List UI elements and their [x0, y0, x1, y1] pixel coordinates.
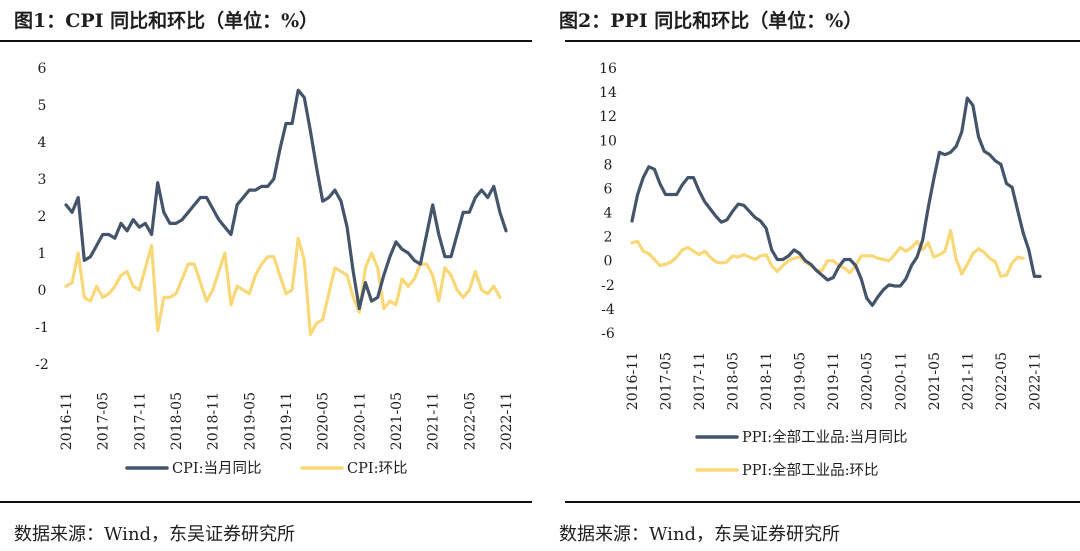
series-line-yoy — [630, 96, 1042, 307]
top-divider — [565, 40, 1080, 42]
x-tick-label: 2021-05 — [927, 352, 943, 410]
x-tick-label: 2021-11 — [960, 352, 976, 410]
x-tick-label: 2017-11 — [132, 392, 148, 450]
y-tick-label: 14 — [599, 85, 617, 101]
y-tick-label: -2 — [35, 357, 49, 373]
x-tick-label: 2016-11 — [59, 392, 75, 450]
series-line-yoy — [64, 88, 508, 311]
series-line-mom — [630, 229, 1025, 278]
chart-title: 图2：PPI 同比和环比（单位：%） — [559, 10, 863, 32]
x-tick-label: 2020-11 — [352, 392, 368, 450]
x-tick-label: 2020-05 — [316, 392, 332, 450]
y-tick-label: 3 — [38, 172, 47, 188]
chart-title: 图1：CPI 同比和环比（单位：%） — [14, 10, 319, 32]
legend-label: CPI:环比 — [347, 460, 407, 477]
x-tick-label: 2017-11 — [692, 352, 708, 410]
y-tick-label: -2 — [601, 278, 615, 294]
x-tick-label: 2022-11 — [1027, 352, 1043, 410]
y-tick-label: 2 — [604, 230, 613, 246]
top-divider — [0, 40, 532, 42]
bottom-divider — [565, 501, 1080, 503]
x-tick-label: 2022-05 — [994, 352, 1010, 410]
x-tick-label: 2016-11 — [625, 352, 641, 410]
x-tick-label: 2018-05 — [169, 392, 185, 450]
x-tick-label: 2018-05 — [726, 352, 742, 410]
y-tick-label: -6 — [601, 326, 615, 342]
data-source-note: 数据来源：Wind，东吴证券研究所 — [14, 524, 296, 545]
ppi-line-chart: -6 -4 -2 0 2 4 6 8 10 12 14 16 2016-11 2017-05 2017-11… — [599, 61, 1043, 479]
x-tick-label: 2017-05 — [96, 392, 112, 450]
cpi-chart-panel: 图1：CPI 同比和环比（单位：%） -2 -1 0 1 2 3 4 5 6 2016-11 201… — [0, 10, 532, 545]
x-tick-label: 2019-11 — [279, 392, 295, 450]
y-tick-label: 1 — [38, 246, 47, 262]
y-tick-label: 4 — [38, 135, 47, 151]
y-tick-label: -1 — [35, 320, 49, 336]
x-tick-label: 2022-05 — [462, 392, 478, 450]
y-tick-label: 12 — [599, 109, 617, 125]
series-line-mom — [64, 236, 502, 336]
y-tick-label: 8 — [604, 157, 613, 173]
x-tick-label: 2017-05 — [659, 352, 675, 410]
x-tick-label: 2022-11 — [499, 392, 515, 450]
legend-label: PPI:全部工业品:环比 — [742, 461, 879, 479]
x-tick-label: 2019-05 — [242, 392, 258, 450]
legend-label: PPI:全部工业品:当月同比 — [742, 428, 908, 446]
ppi-chart-panel: 图2：PPI 同比和环比（单位：%） -6 -4 -2 0 2 4 6 8 10 12 14 16 20… — [545, 0, 1080, 551]
x-tick-label: 2021-11 — [426, 392, 442, 450]
y-tick-label: 4 — [604, 206, 613, 222]
legend-label: CPI:当月同比 — [172, 460, 261, 477]
x-tick-label: 2018-11 — [206, 392, 222, 450]
y-tick-label: 5 — [38, 98, 47, 114]
x-tick-label: 2021-05 — [389, 392, 405, 450]
x-tick-label: 2019-05 — [793, 352, 809, 410]
y-tick-label: 6 — [38, 61, 47, 77]
x-tick-label: 2020-11 — [893, 352, 909, 410]
y-tick-label: -4 — [601, 302, 615, 318]
bottom-divider — [0, 501, 532, 503]
x-tick-label: 2019-11 — [826, 352, 842, 410]
x-tick-label: 2020-05 — [860, 352, 876, 410]
y-tick-label: 6 — [604, 181, 613, 197]
y-tick-label: 10 — [599, 133, 617, 149]
y-tick-label: 0 — [604, 254, 613, 270]
data-source-note: 数据来源：Wind，东吴证券研究所 — [559, 524, 841, 545]
y-tick-label: 16 — [599, 61, 617, 77]
cpi-line-chart: -2 -1 0 1 2 3 4 5 6 2016-11 2017-05 2017-11 2018-05 2… — [35, 61, 515, 477]
y-tick-label: 2 — [38, 209, 47, 225]
x-tick-label: 2018-11 — [759, 352, 775, 410]
y-tick-label: 0 — [38, 283, 47, 299]
